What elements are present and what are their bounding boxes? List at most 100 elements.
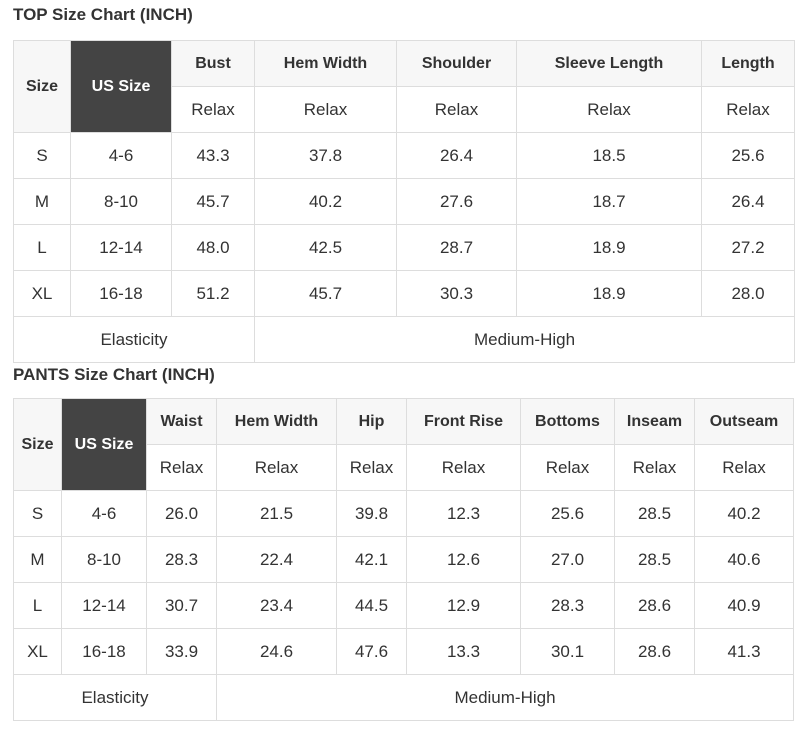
table-row: M 8-10 45.7 40.2 27.6 18.7 26.4 xyxy=(13,178,795,225)
measurement-cell: 40.9 xyxy=(694,582,794,629)
measurement-cell: 45.7 xyxy=(254,270,397,317)
measurement-cell: 28.5 xyxy=(614,490,695,537)
fit-row: Relax Relax Relax Relax Relax xyxy=(14,86,795,133)
measurement-cell: 24.6 xyxy=(216,628,337,675)
measurement-cell: 12.3 xyxy=(406,490,521,537)
us-size-cell: 8-10 xyxy=(70,178,172,225)
column-header: Hem Width xyxy=(216,398,337,445)
measurement-cell: 26.0 xyxy=(146,490,217,537)
measurement-cell: 30.1 xyxy=(520,628,615,675)
fit-row: Relax Relax Relax Relax Relax Relax Relax xyxy=(14,444,794,491)
measurement-cell: 30.3 xyxy=(396,270,517,317)
measurement-cell: 51.2 xyxy=(171,270,255,317)
measurement-cell: 12.6 xyxy=(406,536,521,583)
us-size-header: US Size xyxy=(70,40,172,133)
column-header: Waist xyxy=(146,398,217,445)
measurement-cell: 18.5 xyxy=(516,132,702,179)
us-size-cell: 16-18 xyxy=(61,628,147,675)
us-size-cell: 16-18 xyxy=(70,270,172,317)
measurement-cell: 25.6 xyxy=(520,490,615,537)
measurement-cell: 30.7 xyxy=(146,582,217,629)
size-header: Size xyxy=(13,40,71,133)
elasticity-value: Medium-High xyxy=(216,674,794,721)
measurement-cell: 27.6 xyxy=(396,178,517,225)
pants-chart-title: PANTS Size Chart (INCH) xyxy=(13,365,215,384)
measurement-cell: 41.3 xyxy=(694,628,794,675)
measurement-cell: 25.6 xyxy=(701,132,795,179)
column-header: Shoulder xyxy=(396,40,517,87)
measurement-cell: 12.9 xyxy=(406,582,521,629)
measurement-cell: 28.6 xyxy=(614,628,695,675)
measurement-cell: 45.7 xyxy=(171,178,255,225)
measurement-cell: 37.8 xyxy=(254,132,397,179)
us-size-cell: 12-14 xyxy=(70,224,172,271)
fit-cell: Relax xyxy=(396,86,517,133)
column-header: Bottoms xyxy=(520,398,615,445)
size-cell: XL xyxy=(13,628,62,675)
us-size-cell: 4-6 xyxy=(61,490,147,537)
table-row: M 8-10 28.3 22.4 42.1 12.6 27.0 28.5 40.6 xyxy=(13,536,794,583)
measurement-cell: 28.0 xyxy=(701,270,795,317)
measurement-cell: 18.9 xyxy=(516,224,702,271)
measurement-cell: 47.6 xyxy=(336,628,407,675)
measurement-cell: 42.5 xyxy=(254,224,397,271)
column-header: Sleeve Length xyxy=(516,40,702,87)
measurement-cell: 26.4 xyxy=(701,178,795,225)
measurement-cell: 40.2 xyxy=(254,178,397,225)
size-cell: S xyxy=(13,132,71,179)
size-header: Size xyxy=(13,398,62,491)
table-row: XL 16-18 33.9 24.6 47.6 13.3 30.1 28.6 41.3 xyxy=(13,628,794,675)
fit-cell: Relax xyxy=(254,86,397,133)
size-cell: S xyxy=(13,490,62,537)
measurement-cell: 22.4 xyxy=(216,536,337,583)
pants-size-table: Size US Size Waist Hem Width Hip Front Rise Bo… xyxy=(13,398,794,721)
column-header: Length xyxy=(701,40,795,87)
measurement-cell: 27.0 xyxy=(520,536,615,583)
fit-cell: Relax xyxy=(614,444,695,491)
elasticity-label: Elasticity xyxy=(13,674,217,721)
measurement-cell: 28.3 xyxy=(146,536,217,583)
table-row: S 4-6 43.3 37.8 26.4 18.5 25.6 xyxy=(13,132,795,179)
column-header: Inseam xyxy=(614,398,695,445)
elasticity-row: Elasticity Medium-High xyxy=(13,674,794,721)
size-cell: M xyxy=(13,536,62,583)
measurement-cell: 18.7 xyxy=(516,178,702,225)
measurement-cell: 43.3 xyxy=(171,132,255,179)
measurement-cell: 40.6 xyxy=(694,536,794,583)
top-chart-title: TOP Size Chart (INCH) xyxy=(13,5,193,24)
us-size-header: US Size xyxy=(61,398,147,491)
measurement-cell: 21.5 xyxy=(216,490,337,537)
us-size-cell: 12-14 xyxy=(61,582,147,629)
fit-cell: Relax xyxy=(701,86,795,133)
measurement-cell: 33.9 xyxy=(146,628,217,675)
measurement-cell: 13.3 xyxy=(406,628,521,675)
measurement-cell: 23.4 xyxy=(216,582,337,629)
header-row: Size US Size Waist Hem Width Hip Front Rise Bo… xyxy=(13,398,794,491)
column-header: Hem Width xyxy=(254,40,397,87)
measurement-cell: 27.2 xyxy=(701,224,795,271)
table-row: L 12-14 48.0 42.5 28.7 18.9 27.2 xyxy=(13,224,795,271)
measurement-cell: 28.6 xyxy=(614,582,695,629)
column-header: Outseam xyxy=(694,398,794,445)
column-header: Hip xyxy=(336,398,407,445)
measurement-cell: 42.1 xyxy=(336,536,407,583)
fit-cell: Relax xyxy=(216,444,337,491)
measurement-cell: 48.0 xyxy=(171,224,255,271)
fit-cell: Relax xyxy=(520,444,615,491)
size-cell: L xyxy=(13,582,62,629)
measurement-cell: 28.3 xyxy=(520,582,615,629)
fit-cell: Relax xyxy=(694,444,794,491)
column-header: Front Rise xyxy=(406,398,521,445)
measurement-cell: 26.4 xyxy=(396,132,517,179)
elasticity-label: Elasticity xyxy=(13,316,255,363)
elasticity-row: Elasticity Medium-High xyxy=(13,316,795,363)
measurement-cell: 18.9 xyxy=(516,270,702,317)
top-size-table: Size US Size Bust Hem Width Shoulder Sleeve L… xyxy=(13,40,795,363)
fit-cell: Relax xyxy=(146,444,217,491)
table-row: XL 16-18 51.2 45.7 30.3 18.9 28.0 xyxy=(13,270,795,317)
column-header: Bust xyxy=(171,40,255,87)
size-cell: XL xyxy=(13,270,71,317)
table-row: S 4-6 26.0 21.5 39.8 12.3 25.6 28.5 40.2 xyxy=(13,490,794,537)
size-cell: L xyxy=(13,224,71,271)
measurement-cell: 44.5 xyxy=(336,582,407,629)
